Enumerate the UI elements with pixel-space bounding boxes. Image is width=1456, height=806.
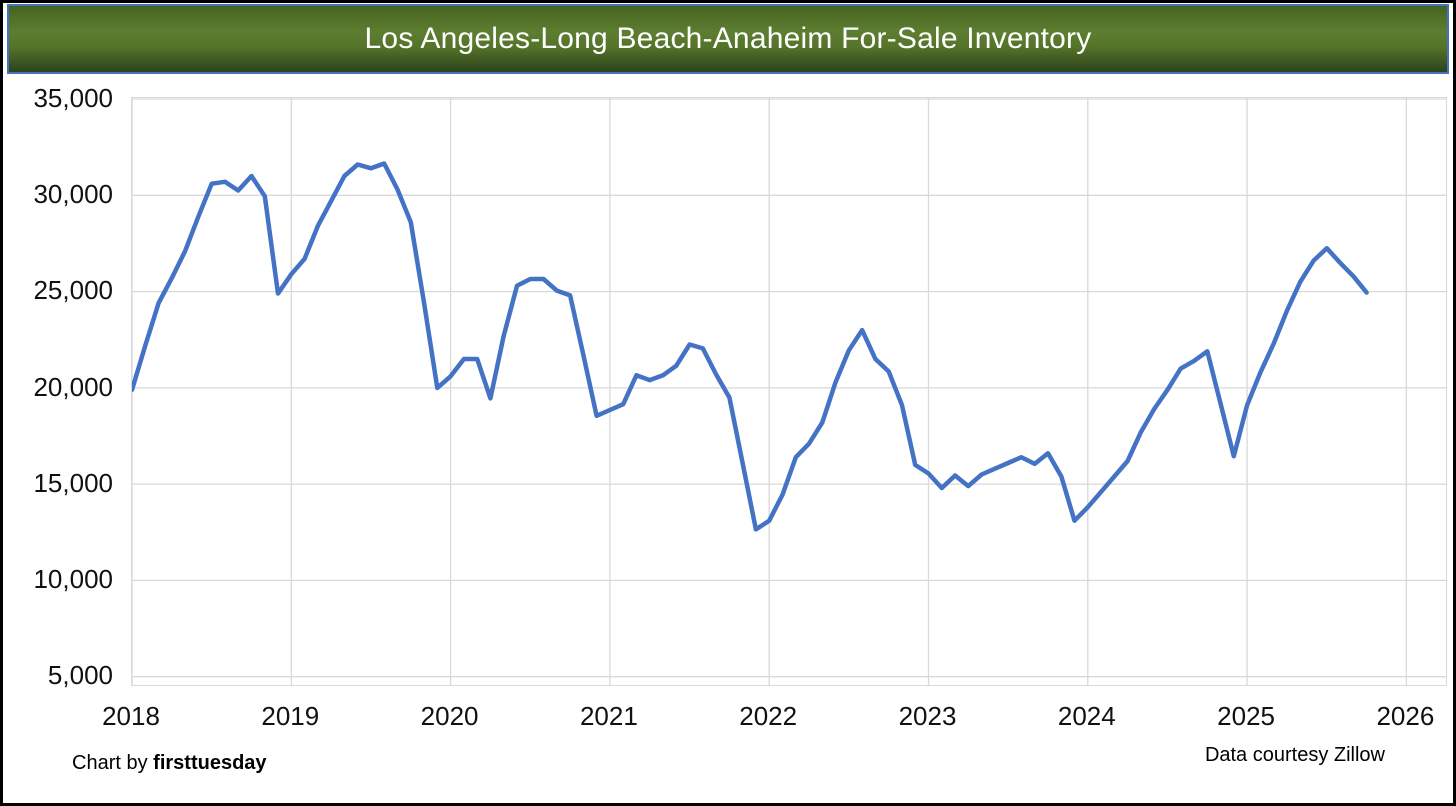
x-tick-label: 2020 (420, 701, 479, 731)
y-tick-label: 5,000 (47, 660, 113, 691)
credit-chart-by-brand: firsttuesday (153, 752, 267, 774)
chart-title-banner: Los Angeles-Long Beach-Anaheim For-Sale … (7, 4, 1449, 74)
x-tick-label: 2021 (579, 701, 638, 731)
y-tick-label: 20,000 (33, 371, 113, 402)
y-tick-label: 15,000 (33, 467, 113, 498)
y-tick-label: 30,000 (33, 179, 113, 210)
x-tick-label: 2022 (739, 701, 798, 731)
chart-title: Los Angeles-Long Beach-Anaheim For-Sale … (364, 22, 1092, 55)
credit-chart-by-prefix: Chart by (72, 752, 154, 774)
x-tick-label: 2024 (1057, 701, 1116, 731)
plot-area (131, 97, 1447, 686)
y-tick-label: 10,000 (33, 564, 113, 594)
credit-data-source: Data courtesy Zillow (1205, 744, 1385, 767)
x-tick-label: 2025 (1217, 701, 1276, 731)
x-tick-label: 2018 (102, 701, 160, 731)
x-tick-label: 2019 (261, 701, 320, 731)
y-tick-label: 25,000 (33, 275, 113, 306)
x-tick-label: 2023 (898, 701, 957, 731)
inventory-line-chart (132, 98, 1446, 685)
credit-chart-by: Chart by firsttuesday (72, 752, 267, 775)
x-tick-label: 2026 (1376, 701, 1435, 731)
y-tick-label: 35,000 (33, 83, 113, 113)
inventory-series-line (132, 161, 1369, 532)
credit-data-source-text: Data courtesy Zillow (1204, 744, 1385, 766)
